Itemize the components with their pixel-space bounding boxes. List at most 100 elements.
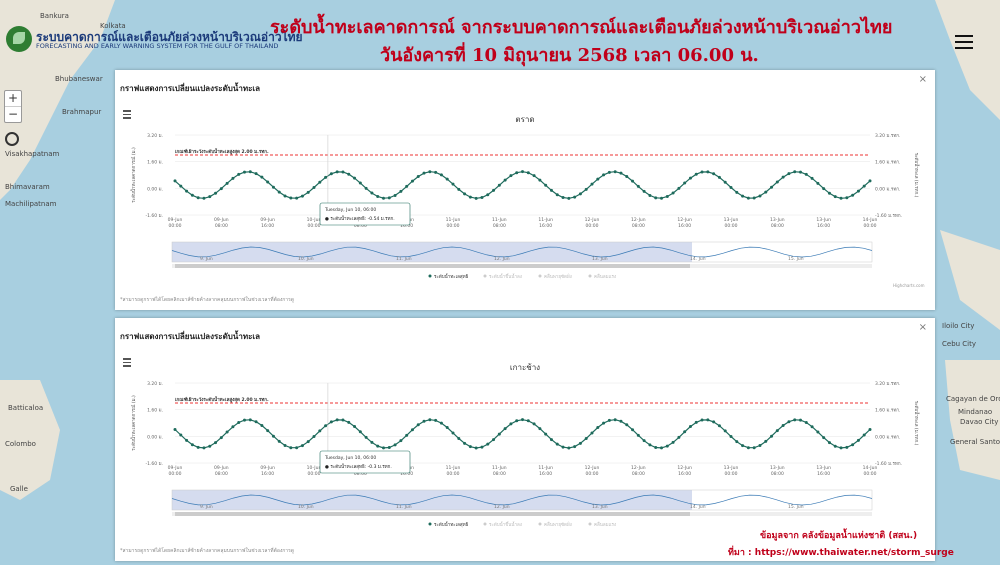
data-point — [799, 170, 802, 174]
data-point — [741, 194, 745, 198]
y-tick-label: 3.20 ม. — [147, 133, 163, 139]
y-tick-label-right: 1.60 ม.รทก. — [875, 408, 900, 414]
data-point — [578, 192, 582, 196]
data-source-link[interactable]: ที่มา : https://www.thaiwater.net/storm_… — [728, 548, 954, 558]
data-point — [474, 196, 478, 200]
data-point — [752, 196, 756, 200]
zoom-out-button[interactable]: − — [5, 106, 21, 122]
x-tick-label-date: 12-Jun — [631, 217, 646, 223]
data-point — [515, 419, 519, 423]
legend-item: ระดับน้ำขึ้นน้ำลง — [489, 521, 522, 528]
data-point — [816, 430, 820, 434]
panel-title: กราฟแสดงการเปลี่ยนแปลงระดับน้ำทะเล — [120, 84, 261, 93]
data-point — [405, 184, 409, 188]
x-tick-label-time: 00:00 — [169, 471, 182, 477]
close-icon[interactable]: × — [918, 322, 927, 333]
panel-note: *สามารถดูกราฟได้โดยคลิกเมาส์ซ้ายค้างลากค… — [120, 548, 295, 554]
data-point — [492, 188, 496, 192]
data-point — [243, 418, 246, 422]
data-point — [382, 446, 385, 450]
data-point — [596, 177, 600, 181]
data-point — [561, 445, 565, 449]
data-point — [764, 439, 768, 443]
legend-marker — [483, 274, 487, 278]
data-point — [202, 196, 206, 200]
data-point — [717, 175, 721, 179]
x-tick-label-date: 12-Jun — [631, 465, 646, 471]
chart-svg[interactable]: ตราด 3.20 ม. 3.20 ม.รทก. 1.60 ม. 1.60 ม.รทก.… — [115, 70, 935, 310]
data-point — [758, 443, 762, 447]
data-point — [590, 431, 594, 435]
page-subtitle-date: วันอังคารที่ 10 มิถุนายน 2568 เวลา 06.00… — [380, 45, 759, 66]
data-point — [642, 439, 646, 443]
data-point — [532, 422, 536, 426]
data-point — [688, 176, 692, 180]
x-tick-label-date: 11-Jun — [538, 465, 553, 471]
tooltip-value: ● ระดับน้ำทะเลสุทธิ: -0.54 ม.รทก. — [325, 215, 395, 222]
chart-menu-icon[interactable] — [123, 110, 131, 121]
data-point — [219, 436, 223, 440]
data-point — [451, 182, 455, 186]
x-tick-label-time: 00:00 — [725, 471, 738, 477]
data-point — [173, 179, 177, 183]
locate-icon[interactable] — [5, 132, 19, 146]
y-tick-label-right: 1.60 ม.รทก. — [875, 160, 900, 166]
data-point — [480, 445, 484, 449]
data-point — [845, 196, 849, 200]
data-point — [555, 193, 559, 197]
data-point — [341, 170, 345, 174]
hamburger-menu-icon[interactable] — [955, 35, 973, 49]
zoom-in-button[interactable]: + — [7, 91, 19, 105]
data-point — [851, 193, 855, 197]
map-label: Cagayan de Oro — [946, 395, 1000, 403]
data-point — [822, 187, 826, 191]
data-point — [231, 425, 235, 429]
data-point — [190, 193, 194, 197]
x-tick-label-date: 09-Jun — [214, 217, 229, 223]
header: ระบบคาดการณ์และเตือนภัยล่วงหน้าบริเวณอ่า… — [0, 0, 1000, 68]
data-point — [642, 189, 646, 193]
logo-icon — [6, 26, 32, 52]
navigator-tick-label: 13. Jun — [592, 256, 608, 262]
data-point — [416, 175, 420, 179]
data-point — [434, 418, 438, 422]
data-point — [741, 444, 745, 448]
data-point — [410, 428, 414, 432]
legend-item: ระดับน้ำทะเลสุทธิ — [434, 521, 469, 528]
data-point — [688, 424, 692, 428]
x-tick-label-time: 08:00 — [632, 223, 645, 229]
data-point — [706, 170, 710, 174]
data-point — [428, 418, 432, 422]
data-point — [833, 195, 837, 199]
map-label: General Santos — [950, 438, 1000, 446]
data-point — [694, 420, 698, 424]
data-point — [208, 195, 212, 199]
data-point — [243, 170, 246, 174]
data-point — [827, 191, 831, 195]
map-label: Mindanao — [958, 408, 993, 416]
legend-marker — [538, 274, 542, 278]
data-point — [549, 188, 553, 192]
x-tick-label-time: 08:00 — [771, 223, 784, 229]
data-point — [856, 189, 860, 193]
navigator-tick-label: 14. Jun — [690, 504, 706, 510]
data-point — [717, 424, 721, 428]
data-point — [486, 442, 490, 446]
data-point — [862, 184, 866, 188]
y-tick-label: -1.60 ม. — [146, 461, 163, 467]
tooltip-time: Tuesday, Jun 10, 06:00 — [324, 207, 376, 213]
data-point — [851, 443, 855, 447]
data-point — [231, 176, 235, 180]
chart-menu-icon[interactable] — [123, 358, 131, 369]
data-point — [185, 189, 189, 193]
chart-svg[interactable]: เกาะช้าง 3.20 ม. 3.20 ม.รทก. 1.60 ม. 1.60 ม.… — [115, 318, 935, 561]
close-icon[interactable]: × — [918, 74, 927, 85]
data-point — [816, 181, 820, 185]
map-label: Davao City — [960, 418, 999, 426]
y-axis-label-right: ระดับน้ำทะเล (ม.รทก.) — [913, 153, 920, 198]
data-credit: ข้อมูลจาก คลังข้อมูลน้ำแห่งชาติ (สสน.) — [760, 531, 918, 541]
data-point — [567, 446, 571, 450]
legend-marker — [588, 274, 592, 278]
legend-item: ระดับน้ำขึ้นน้ำลง — [489, 273, 522, 280]
